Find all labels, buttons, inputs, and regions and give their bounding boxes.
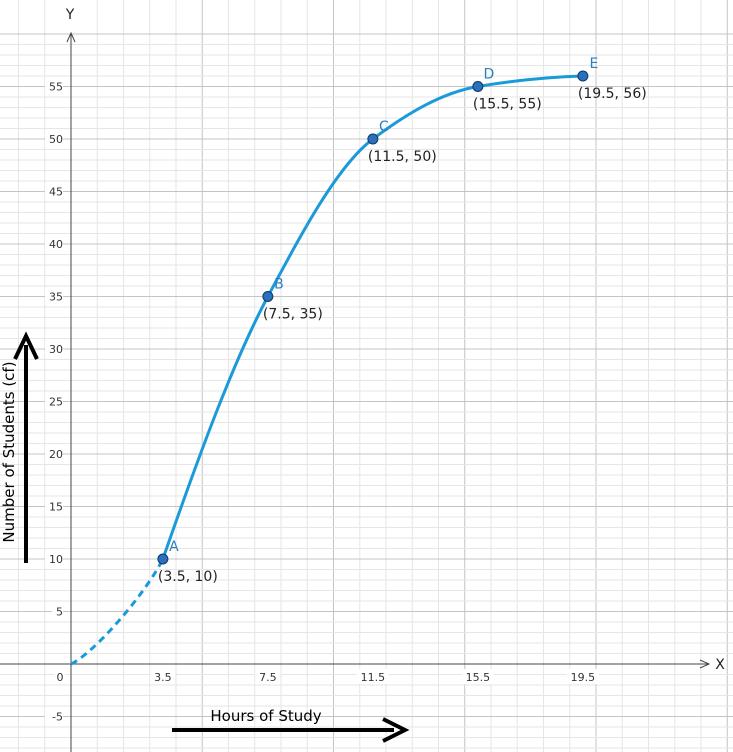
- data-point-a: [157, 553, 169, 565]
- point-coordinate-label: (3.5, 10): [158, 569, 218, 585]
- x-tick-backdrop: [150, 669, 176, 684]
- axes-layer: [0, 31, 711, 752]
- y-tick-backdrop: [45, 551, 63, 566]
- x-tick-backdrop: [255, 669, 281, 684]
- y-tick-backdrop: [45, 393, 63, 409]
- x-tick-backdrop: [356, 669, 389, 684]
- x-tick-backdrop: [54, 669, 66, 684]
- x-axis-name: X: [715, 657, 725, 673]
- x-tick-label: 7.5: [259, 671, 277, 684]
- point-name-label: E: [589, 56, 598, 72]
- y-tick-backdrop: [45, 78, 63, 94]
- y-axis-name: Y: [65, 7, 75, 23]
- y-tick-backdrop: [45, 131, 63, 146]
- x-axis-title: Hours of Study: [210, 707, 321, 725]
- data-point-b: [262, 291, 274, 302]
- data-points: A (3.5, 10) B (7.5, 35) C (11.5, 50) D (15.5, 5…: [157, 56, 647, 585]
- y-axis-title: Number of Students (cf): [0, 361, 18, 542]
- x-tick-label: 3.5: [154, 671, 172, 684]
- y-tick-backdrop: [45, 498, 63, 514]
- data-point-d: [472, 81, 484, 92]
- x-axis-arrowhead: [699, 659, 711, 669]
- point-name-label: A: [169, 539, 179, 555]
- y-tick-backdrop: [52, 603, 63, 619]
- data-point-c: [367, 133, 379, 145]
- ogive-curve: [161, 74, 585, 561]
- point-name-label: B: [274, 277, 284, 293]
- y-tick-label: 5: [56, 606, 63, 619]
- y-tick-label: 10: [49, 553, 63, 566]
- x-tick-label: 11.5: [361, 671, 386, 684]
- data-point-e: [577, 70, 589, 82]
- x-tick-label: 0: [57, 671, 64, 684]
- y-tick-backdrop: [45, 446, 63, 461]
- point-coordinate-label: (11.5, 50): [368, 149, 437, 165]
- y-tick-label: 40: [49, 238, 63, 251]
- point-coordinate-label: (7.5, 35): [263, 307, 323, 323]
- y-tick-backdrop: [45, 288, 63, 304]
- ogive-curve-layer: [70, 74, 585, 666]
- tick-labels: -503.57.511.515.519.5-551015202530354045…: [45, 78, 599, 724]
- y-tick-label: 15: [49, 501, 63, 514]
- point-name-label: D: [483, 67, 494, 83]
- y-tick-backdrop: [45, 236, 63, 251]
- y-tick-label: 20: [49, 448, 63, 461]
- xlabel-arrow-head: [382, 717, 410, 743]
- y-tick-backdrop: [45, 341, 63, 356]
- y-tick-label: 45: [49, 186, 63, 199]
- point-coordinate-label: (19.5, 56): [578, 86, 647, 102]
- y-tick-label: 25: [49, 396, 63, 409]
- y-tick-label: -5: [52, 711, 63, 724]
- y-tick-label: 35: [49, 291, 63, 304]
- y-tick-label: 30: [49, 343, 63, 356]
- y-tick-label: 55: [49, 81, 63, 94]
- y-tick-backdrop: [45, 183, 63, 199]
- y-tick-label: 50: [49, 133, 63, 146]
- axis-title-layer: Number of Students (cf) Hours of Study Y…: [0, 7, 725, 743]
- point-coordinate-label: (15.5, 55): [473, 97, 542, 113]
- x-tick-label: 19.5: [571, 671, 596, 684]
- x-tick-backdrop: [566, 669, 599, 684]
- x-tick-backdrop: [461, 669, 494, 684]
- point-name-label: C: [379, 119, 389, 135]
- ogive-dashed-start: [70, 558, 165, 666]
- x-tick-label: 15.5: [466, 671, 491, 684]
- ylabel-arrow-head: [13, 331, 39, 360]
- y-axis-arrowhead: [66, 31, 76, 43]
- y-tick-backdrop: [45, 708, 63, 724]
